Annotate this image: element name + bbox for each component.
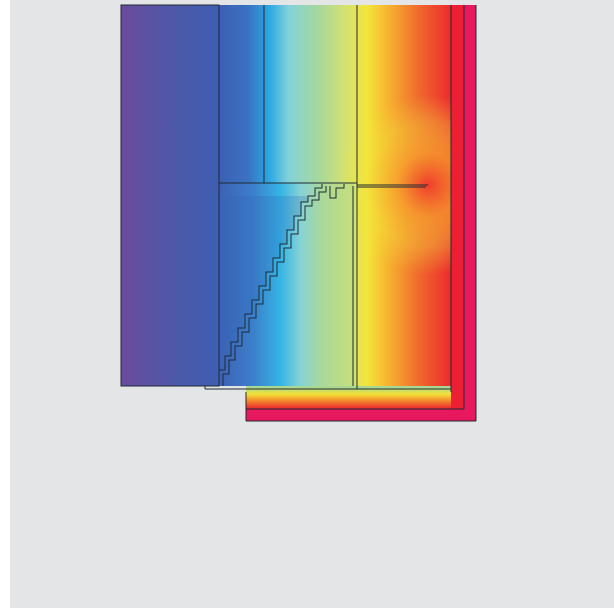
outline-drawing — [120, 4, 477, 422]
left-floor-block — [121, 5, 219, 386]
lower-block — [219, 183, 355, 386]
bottom-strip — [246, 386, 451, 409]
